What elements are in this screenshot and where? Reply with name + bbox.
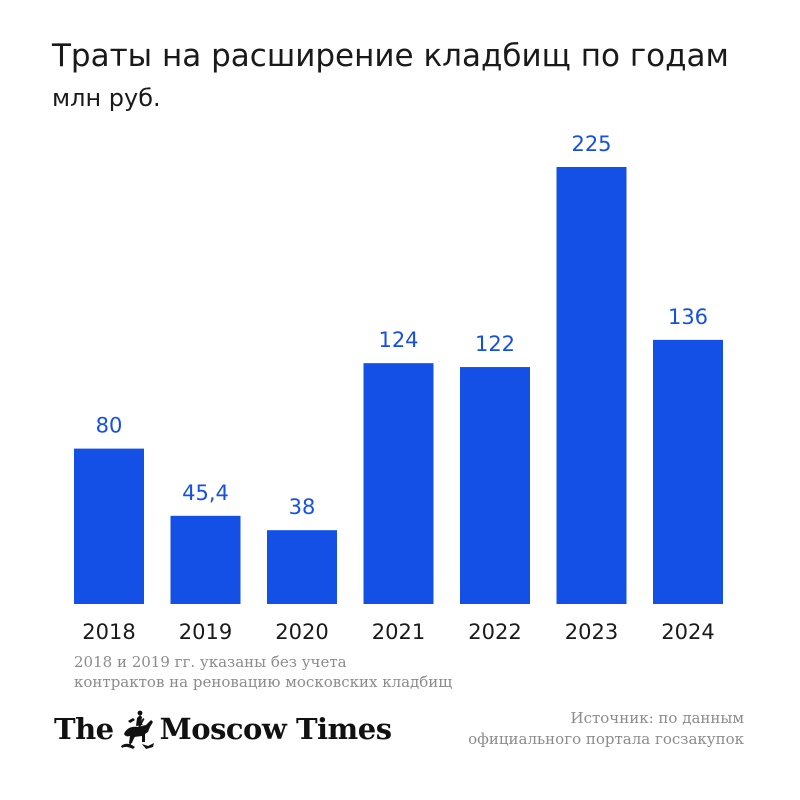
value-label-2022: 122 (475, 332, 515, 356)
x-tick-label-2024: 2024 (661, 620, 714, 644)
value-label-2020: 38 (289, 495, 316, 519)
footnote-line-1: 2018 и 2019 гг. указаны без учета (74, 653, 347, 671)
chart-subtitle: млн руб. (52, 84, 161, 112)
value-label-2023: 225 (571, 132, 611, 156)
x-tick-label-2022: 2022 (468, 620, 521, 644)
bar-2024 (653, 339, 723, 604)
x-tick-label-2023: 2023 (565, 620, 618, 644)
value-label-2018: 80 (96, 414, 123, 438)
bar-2020 (267, 530, 337, 604)
brand-logo: The Moscow Times (54, 708, 392, 750)
x-tick-label-2018: 2018 (82, 620, 135, 644)
brand-text-moscow-times: Moscow Times (159, 712, 392, 746)
value-label-2021: 124 (378, 328, 418, 352)
source-line-2: официального портала госзакупок (468, 730, 744, 748)
st-george-emblem-icon (120, 710, 154, 749)
value-label-2019: 45,4 (182, 481, 229, 505)
brand-text-the: The (54, 712, 114, 746)
footnote-line-2: контрактов на реновацию московских кладб… (74, 673, 453, 691)
x-tick-label-2020: 2020 (275, 620, 328, 644)
x-tick-label-2021: 2021 (372, 620, 425, 644)
bar-2019 (170, 515, 241, 604)
bar-2022 (460, 367, 530, 604)
source-line-1: Источник: по данным (570, 709, 745, 727)
footnote: 2018 и 2019 гг. указаны без учета контра… (74, 652, 452, 692)
source-note: Источник: по данным официального портала… (468, 708, 744, 750)
value-label-2024: 136 (668, 305, 708, 329)
x-tick-label-2019: 2019 (179, 620, 232, 644)
bar-2021 (363, 363, 434, 604)
bar-2023 (556, 167, 627, 604)
chart-title: Траты на расширение кладбищ по годам (52, 38, 729, 74)
bar-2018 (74, 448, 144, 604)
